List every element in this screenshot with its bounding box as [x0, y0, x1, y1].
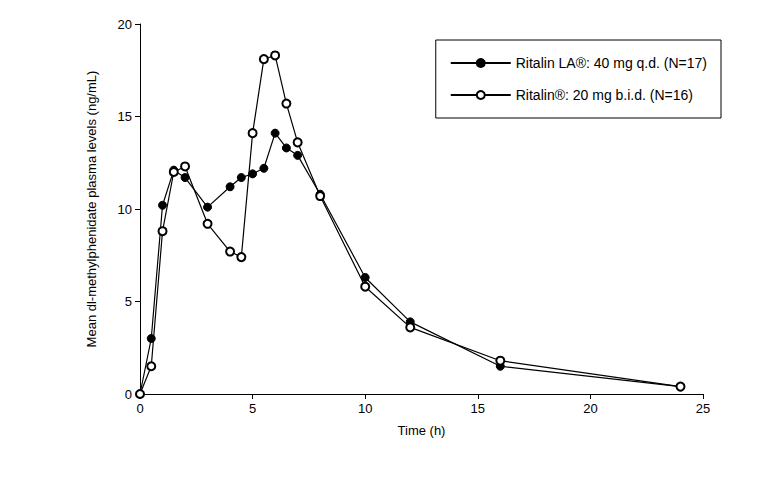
svg-text:Mean dl-methylphenidate plasma: Mean dl-methylphenidate plasma levels (n… — [84, 71, 99, 348]
svg-text:20: 20 — [118, 17, 132, 32]
svg-text:0: 0 — [125, 387, 132, 402]
svg-text:25: 25 — [696, 401, 710, 416]
svg-text:5: 5 — [125, 294, 132, 309]
svg-text:15: 15 — [471, 401, 485, 416]
svg-text:10: 10 — [118, 202, 132, 217]
svg-text:0: 0 — [136, 401, 143, 416]
svg-text:10: 10 — [358, 401, 372, 416]
svg-text:5: 5 — [249, 401, 256, 416]
svg-text:15: 15 — [118, 109, 132, 124]
svg-text:Ritalin LA®: 40 mg q.d. (N=17): Ritalin LA®: 40 mg q.d. (N=17) — [516, 55, 707, 71]
svg-text:20: 20 — [583, 401, 597, 416]
svg-text:Ritalin®: 20 mg b.i.d. (N=16): Ritalin®: 20 mg b.i.d. (N=16) — [516, 87, 693, 103]
svg-text:Time (h): Time (h) — [398, 423, 446, 438]
